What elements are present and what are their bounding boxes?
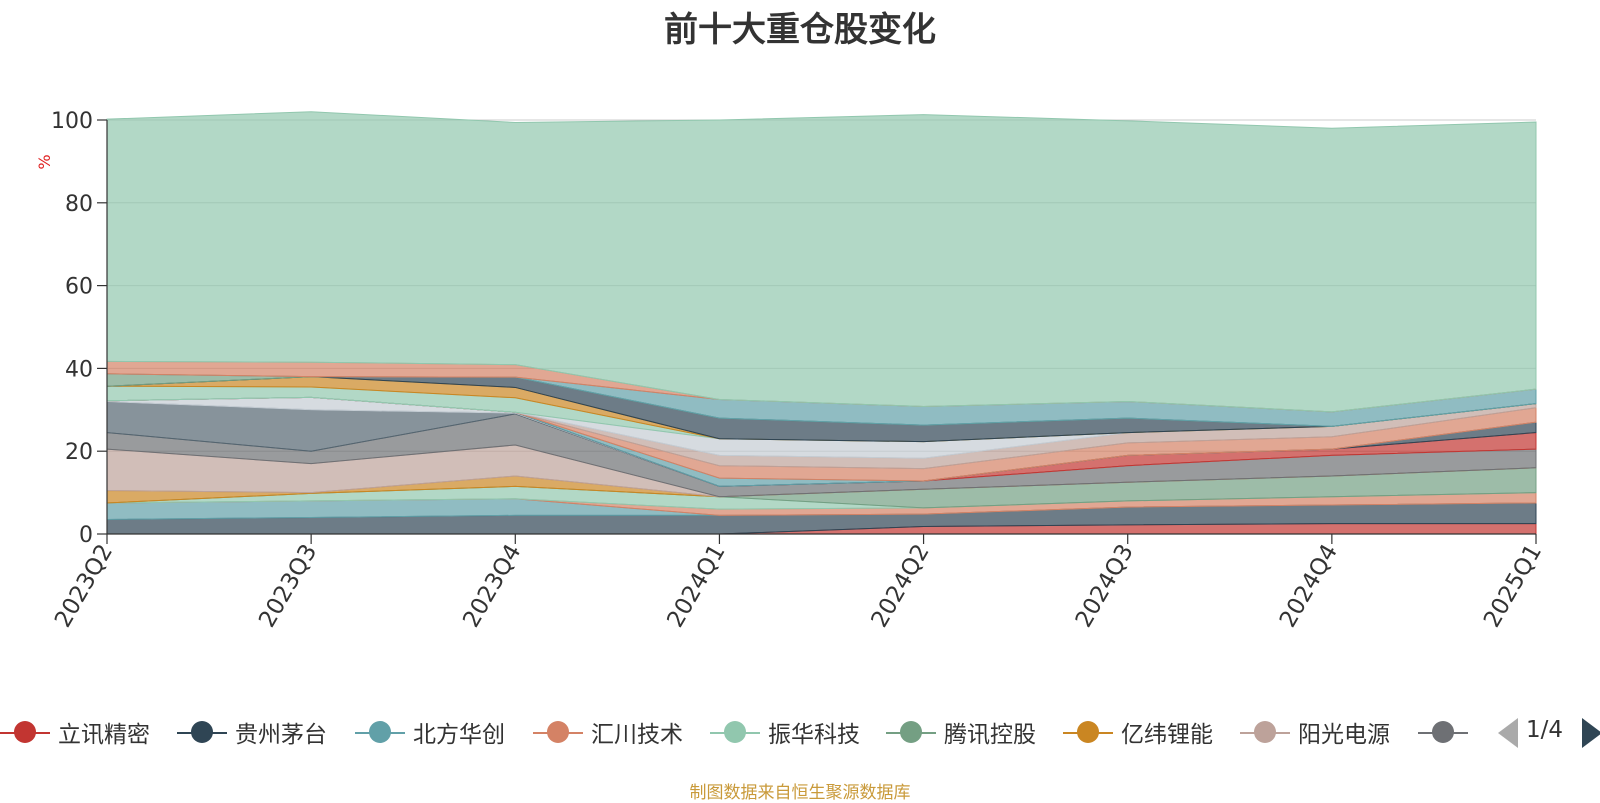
- legend-marker-icon: [1418, 712, 1468, 752]
- legend-marker-icon: [1063, 712, 1113, 752]
- legend-marker-icon: [355, 712, 405, 752]
- legend-item[interactable]: 亿纬锂能: [1063, 712, 1213, 752]
- legend-next-page-button[interactable]: [1582, 718, 1600, 748]
- legend-item[interactable]: 立讯精密: [0, 712, 150, 752]
- y-tick-label: 40: [65, 357, 93, 382]
- legend-label: 立讯精密: [58, 722, 150, 748]
- legend-marker-icon: [710, 712, 760, 752]
- legend-label: 阳光电源: [1298, 722, 1390, 748]
- series-area-23: [106, 111, 1537, 413]
- x-tick-label: 2024Q2: [867, 540, 935, 632]
- y-tick-label: 0: [79, 523, 93, 548]
- legend-item[interactable]: 北方华创: [355, 712, 505, 752]
- legend-item[interactable]: [1418, 712, 1476, 752]
- legend-marker-icon: [177, 712, 227, 752]
- chart-title: 前十大重仓股变化: [664, 10, 936, 50]
- legend-marker-icon: [1240, 712, 1290, 752]
- x-tick-label: 2025Q1: [1479, 540, 1547, 632]
- chart-legend: 立讯精密 贵州茅台 北方华创 汇川技术 振华科技 腾讯控股 亿纬锂能 阳光电源: [0, 712, 1600, 752]
- legend-item[interactable]: 振华科技: [710, 712, 860, 752]
- x-tick-label: 2023Q2: [50, 540, 118, 632]
- y-tick-label: 60: [65, 275, 93, 300]
- x-tick-label: 2023Q3: [254, 540, 322, 632]
- legend-page-indicator: 1/4: [1526, 717, 1564, 743]
- y-tick-label: 20: [65, 440, 93, 465]
- legend-marker-icon: [886, 712, 936, 752]
- legend-label: 贵州茅台: [235, 722, 327, 748]
- stacked-area-chart: 0 20 40 60 80 100% 2023Q2 2023Q3 2023Q4 2024Q1 202…: [35, 109, 1547, 632]
- legend-label: 腾讯控股: [944, 722, 1036, 748]
- legend-marker-icon: [0, 712, 50, 752]
- legend-marker-icon: [533, 712, 583, 752]
- legend-label: 振华科技: [768, 722, 860, 748]
- legend-item[interactable]: 腾讯控股: [886, 712, 1036, 752]
- y-tick-label: 100: [51, 109, 93, 134]
- legend-item[interactable]: 贵州茅台: [177, 712, 327, 752]
- legend-item[interactable]: 阳光电源: [1240, 712, 1390, 752]
- x-tick-label: 2024Q1: [662, 540, 730, 632]
- y-axis-label: %: [35, 154, 54, 169]
- x-tick-label: 2024Q3: [1071, 540, 1139, 632]
- legend-label: 亿纬锂能: [1121, 722, 1213, 748]
- legend-label: 汇川技术: [591, 722, 683, 748]
- y-tick-label: 80: [65, 192, 93, 217]
- x-tick-label: 2024Q4: [1275, 540, 1343, 632]
- legend-label: 北方华创: [413, 722, 505, 748]
- data-source-note: 制图数据来自恒生聚源数据库: [689, 783, 911, 803]
- legend-prev-page-button[interactable]: [1498, 718, 1518, 748]
- x-tick-label: 2023Q4: [458, 540, 526, 632]
- legend-item[interactable]: 汇川技术: [533, 712, 683, 752]
